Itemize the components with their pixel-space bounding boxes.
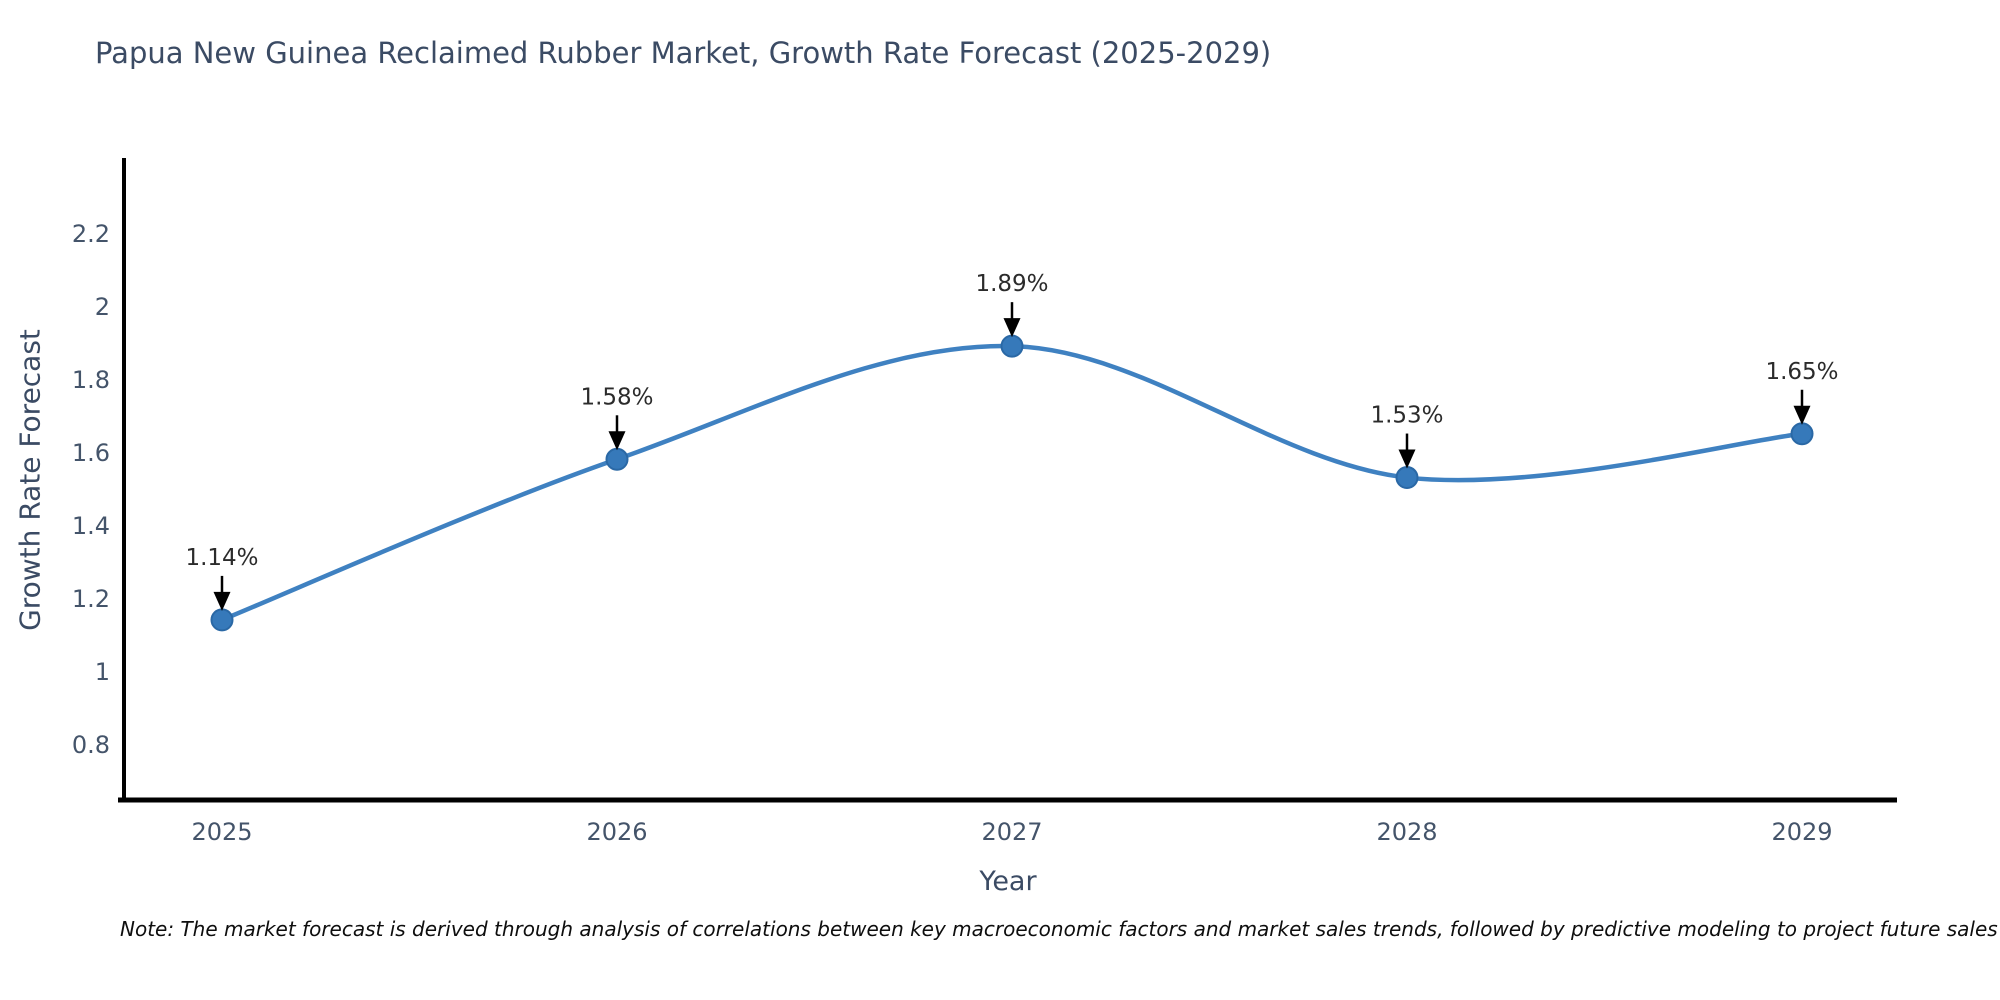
x-tick-label: 2028 [1376,818,1437,846]
data-point-label: 1.65% [1765,359,1838,385]
x-tick-label: 2029 [1771,818,1832,846]
data-point-marker [1395,466,1419,490]
data-point-marker [1000,334,1024,358]
data-point-marker [1790,422,1814,446]
data-point-label: 1.14% [185,545,258,571]
y-tick-label: 1.4 [72,512,110,540]
x-tick-label: 2025 [191,818,252,846]
footnote: Note: The market forecast is derived thr… [120,917,1998,941]
y-tick-label: 2 [95,293,110,321]
y-tick-label: 1 [95,658,110,686]
y-tick-label: 2.2 [72,220,110,248]
forecast-line [219,343,1805,623]
y-tick-label: 0.8 [72,731,110,759]
data-point-marker [605,447,629,471]
annotation-arrow-head [213,591,231,611]
data-point-label: 1.53% [1370,403,1443,429]
annotation-arrow-head [1398,449,1416,469]
data-point-label: 1.58% [580,384,653,410]
data-point-label: 1.89% [975,271,1048,297]
x-axis-title: Year [979,866,1037,897]
y-tick-label: 1.2 [72,585,110,613]
y-tick-label: 1.8 [72,366,110,394]
x-tick-label: 2027 [981,818,1042,846]
y-tick-label: 1.6 [72,439,110,467]
annotation-arrow-head [1003,318,1021,338]
x-tick-label: 2026 [586,818,647,846]
data-point-marker [210,608,234,632]
chart-title: Papua New Guinea Reclaimed Rubber Market… [95,36,1272,70]
annotation-arrow-head [1793,405,1811,425]
annotation-arrow-head [608,431,626,451]
